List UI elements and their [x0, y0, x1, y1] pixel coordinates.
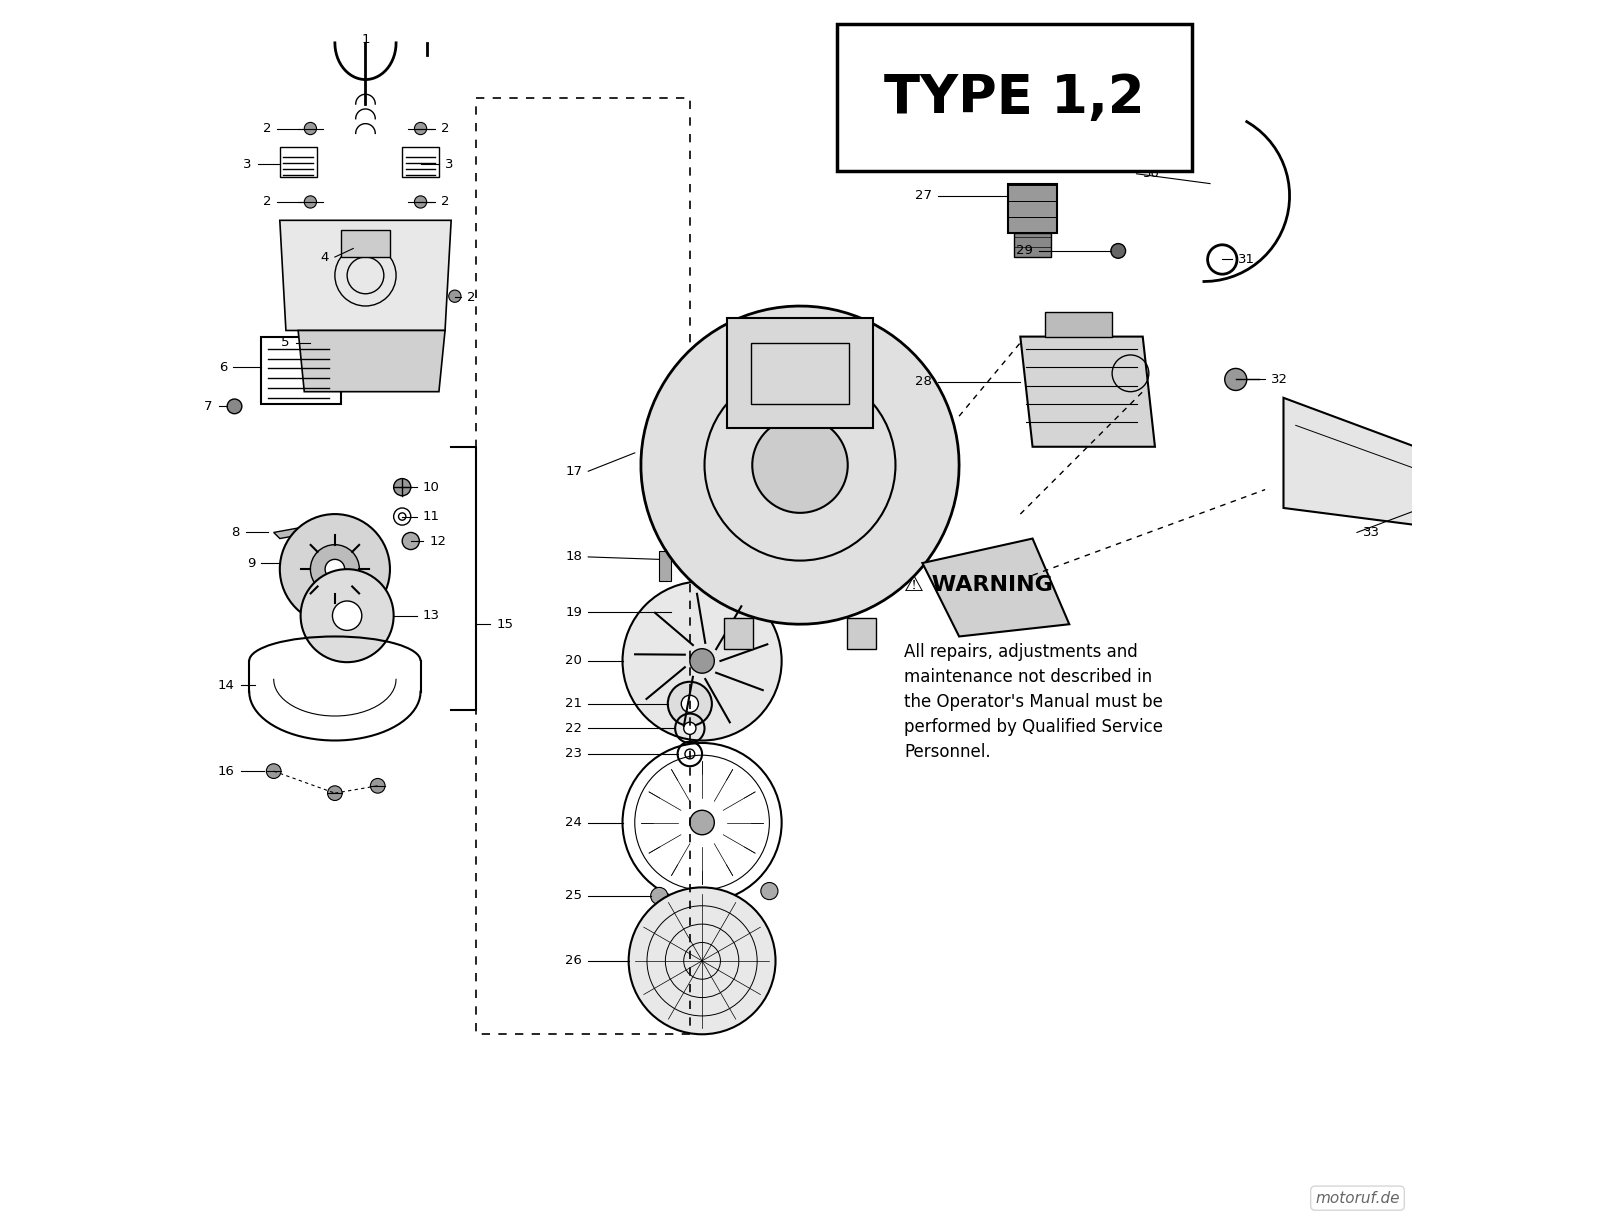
Bar	[1045, 312, 1112, 337]
Text: 2: 2	[467, 291, 475, 304]
Text: 13: 13	[422, 610, 440, 622]
Text: 5: 5	[282, 337, 290, 349]
Circle shape	[310, 545, 360, 594]
Bar	[659, 551, 672, 581]
Text: 32: 32	[1272, 373, 1288, 386]
Bar	[280, 147, 317, 177]
Circle shape	[266, 764, 282, 778]
Text: 8: 8	[230, 526, 240, 539]
Polygon shape	[923, 539, 1069, 636]
Circle shape	[683, 722, 696, 734]
Text: 3: 3	[445, 158, 453, 170]
Circle shape	[667, 682, 712, 726]
Circle shape	[1110, 244, 1125, 258]
Circle shape	[301, 569, 394, 662]
Circle shape	[725, 900, 741, 917]
Text: 15: 15	[496, 618, 514, 630]
Polygon shape	[298, 330, 445, 392]
Circle shape	[227, 399, 242, 414]
Bar	[846, 618, 875, 649]
Text: 23: 23	[565, 748, 582, 760]
Bar	[837, 24, 1192, 171]
Text: 22: 22	[565, 722, 582, 734]
Text: 31: 31	[1238, 253, 1254, 266]
Text: motoruf.de: motoruf.de	[1315, 1191, 1400, 1206]
Text: 1: 1	[362, 33, 370, 45]
Text: 27: 27	[915, 190, 933, 202]
Text: TYPE 1,2: TYPE 1,2	[883, 72, 1144, 124]
Circle shape	[1224, 368, 1246, 390]
Text: All repairs, adjustments and
maintenance not described in
the Operator's Manual : All repairs, adjustments and maintenance…	[904, 643, 1163, 760]
Text: 18: 18	[565, 551, 582, 563]
Circle shape	[629, 887, 776, 1034]
Circle shape	[651, 887, 667, 905]
Text: 3: 3	[243, 158, 251, 170]
Circle shape	[752, 417, 848, 513]
Text: 11: 11	[422, 510, 440, 523]
Circle shape	[690, 810, 714, 835]
Circle shape	[414, 196, 427, 208]
Circle shape	[328, 786, 342, 800]
Text: 9: 9	[246, 557, 256, 569]
Text: 2: 2	[262, 196, 272, 208]
Circle shape	[394, 479, 411, 496]
Circle shape	[682, 695, 699, 712]
Circle shape	[280, 514, 390, 624]
Text: 2: 2	[442, 196, 450, 208]
Text: 12: 12	[429, 535, 446, 547]
Bar	[402, 147, 438, 177]
Circle shape	[398, 513, 406, 520]
Circle shape	[333, 601, 362, 630]
Circle shape	[762, 883, 778, 900]
Text: 20: 20	[565, 655, 582, 667]
Bar	[726, 318, 874, 428]
Bar	[725, 618, 754, 649]
Polygon shape	[642, 306, 958, 624]
Circle shape	[414, 122, 427, 135]
Text: 10: 10	[422, 481, 440, 493]
Text: 21: 21	[565, 698, 582, 710]
Bar	[1008, 184, 1058, 233]
Polygon shape	[1283, 398, 1454, 530]
Bar	[690, 559, 702, 590]
Text: 19: 19	[565, 606, 582, 618]
Bar	[1014, 233, 1051, 257]
Text: 17: 17	[565, 465, 582, 477]
Circle shape	[325, 559, 344, 579]
Circle shape	[690, 649, 714, 673]
Circle shape	[304, 122, 317, 135]
Bar	[341, 230, 390, 257]
Text: 16: 16	[218, 765, 235, 777]
Text: 2: 2	[262, 122, 272, 135]
Text: 26: 26	[565, 955, 582, 967]
Bar	[750, 343, 850, 404]
Circle shape	[685, 749, 694, 759]
Bar	[720, 551, 733, 581]
Circle shape	[370, 778, 386, 793]
Text: 28: 28	[915, 376, 933, 388]
Circle shape	[402, 532, 419, 550]
Text: 24: 24	[565, 816, 582, 829]
Bar	[261, 337, 341, 404]
Circle shape	[304, 196, 317, 208]
Text: 7: 7	[203, 400, 213, 412]
Text: 4: 4	[320, 251, 328, 263]
Polygon shape	[274, 520, 347, 539]
Text: 33: 33	[1363, 526, 1381, 539]
Text: ⚠ WARNING: ⚠ WARNING	[904, 575, 1053, 595]
Circle shape	[622, 581, 782, 741]
Polygon shape	[280, 220, 451, 330]
Text: 2: 2	[442, 122, 450, 135]
Text: 30: 30	[1142, 168, 1160, 180]
Text: 14: 14	[218, 679, 235, 692]
Text: 29: 29	[1016, 245, 1032, 257]
Text: 6: 6	[219, 361, 227, 373]
Polygon shape	[1021, 337, 1155, 447]
Circle shape	[683, 606, 696, 618]
Circle shape	[448, 290, 461, 302]
Text: 25: 25	[565, 890, 582, 902]
